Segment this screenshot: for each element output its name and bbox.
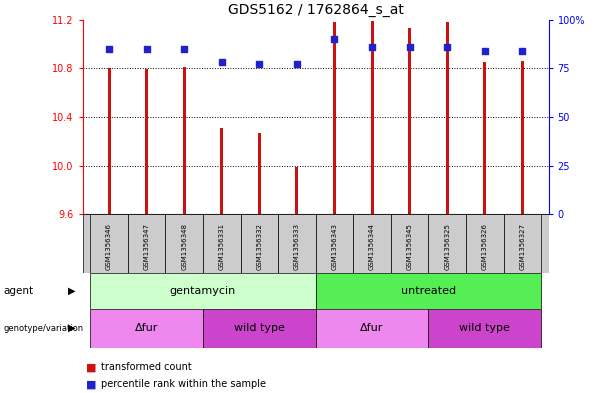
Text: ▶: ▶: [68, 323, 75, 333]
Text: ■: ■: [86, 379, 96, 389]
Bar: [258, 133, 261, 214]
Point: [142, 46, 151, 52]
Text: ▶: ▶: [68, 286, 75, 296]
Text: GSM1356326: GSM1356326: [482, 223, 488, 270]
Text: GSM1356325: GSM1356325: [444, 223, 450, 270]
Bar: [145, 70, 148, 214]
Bar: [90, 214, 128, 273]
Text: Δfur: Δfur: [135, 323, 158, 333]
Bar: [408, 28, 411, 214]
Title: GDS5162 / 1762864_s_at: GDS5162 / 1762864_s_at: [228, 3, 403, 17]
Bar: [278, 214, 316, 273]
Point: [254, 61, 264, 68]
Text: GSM1356347: GSM1356347: [143, 223, 150, 270]
Bar: [446, 22, 449, 214]
Bar: [183, 67, 186, 214]
Text: GSM1356333: GSM1356333: [294, 223, 300, 270]
Text: GSM1356344: GSM1356344: [369, 223, 375, 270]
Bar: [128, 214, 166, 273]
Text: gentamycin: gentamycin: [170, 286, 236, 296]
Text: GSM1356348: GSM1356348: [181, 223, 187, 270]
Text: GSM1356331: GSM1356331: [219, 223, 225, 270]
Point: [292, 61, 302, 68]
Text: GSM1356332: GSM1356332: [256, 223, 262, 270]
Point: [367, 44, 377, 50]
Text: Δfur: Δfur: [360, 323, 384, 333]
Text: GSM1356343: GSM1356343: [332, 223, 338, 270]
Text: GSM1356345: GSM1356345: [406, 223, 413, 270]
Bar: [203, 309, 316, 348]
Text: GSM1356346: GSM1356346: [106, 223, 112, 270]
Bar: [316, 273, 541, 309]
Text: genotype/variation: genotype/variation: [3, 324, 83, 332]
Text: percentile rank within the sample: percentile rank within the sample: [101, 379, 266, 389]
Bar: [370, 21, 373, 214]
Point: [480, 48, 490, 54]
Bar: [203, 214, 240, 273]
Bar: [316, 309, 428, 348]
Text: wild type: wild type: [459, 323, 510, 333]
Text: ■: ■: [86, 362, 96, 373]
Text: transformed count: transformed count: [101, 362, 192, 373]
Bar: [333, 22, 336, 214]
Bar: [240, 214, 278, 273]
Bar: [353, 214, 391, 273]
Point: [405, 44, 414, 50]
Text: wild type: wild type: [234, 323, 285, 333]
Bar: [316, 214, 353, 273]
Text: GSM1356327: GSM1356327: [519, 223, 525, 270]
Point: [330, 36, 340, 42]
Point: [517, 48, 527, 54]
Bar: [521, 61, 524, 214]
Bar: [107, 68, 110, 214]
Bar: [466, 214, 503, 273]
Bar: [428, 214, 466, 273]
Point: [179, 46, 189, 52]
Bar: [391, 214, 428, 273]
Bar: [503, 214, 541, 273]
Text: untreated: untreated: [401, 286, 456, 296]
Bar: [483, 62, 486, 214]
Bar: [220, 128, 223, 214]
Bar: [90, 309, 203, 348]
Bar: [295, 167, 299, 214]
Bar: [428, 309, 541, 348]
Bar: [166, 214, 203, 273]
Text: agent: agent: [3, 286, 33, 296]
Point: [104, 46, 114, 52]
Bar: [90, 273, 316, 309]
Point: [217, 59, 227, 66]
Point: [443, 44, 452, 50]
